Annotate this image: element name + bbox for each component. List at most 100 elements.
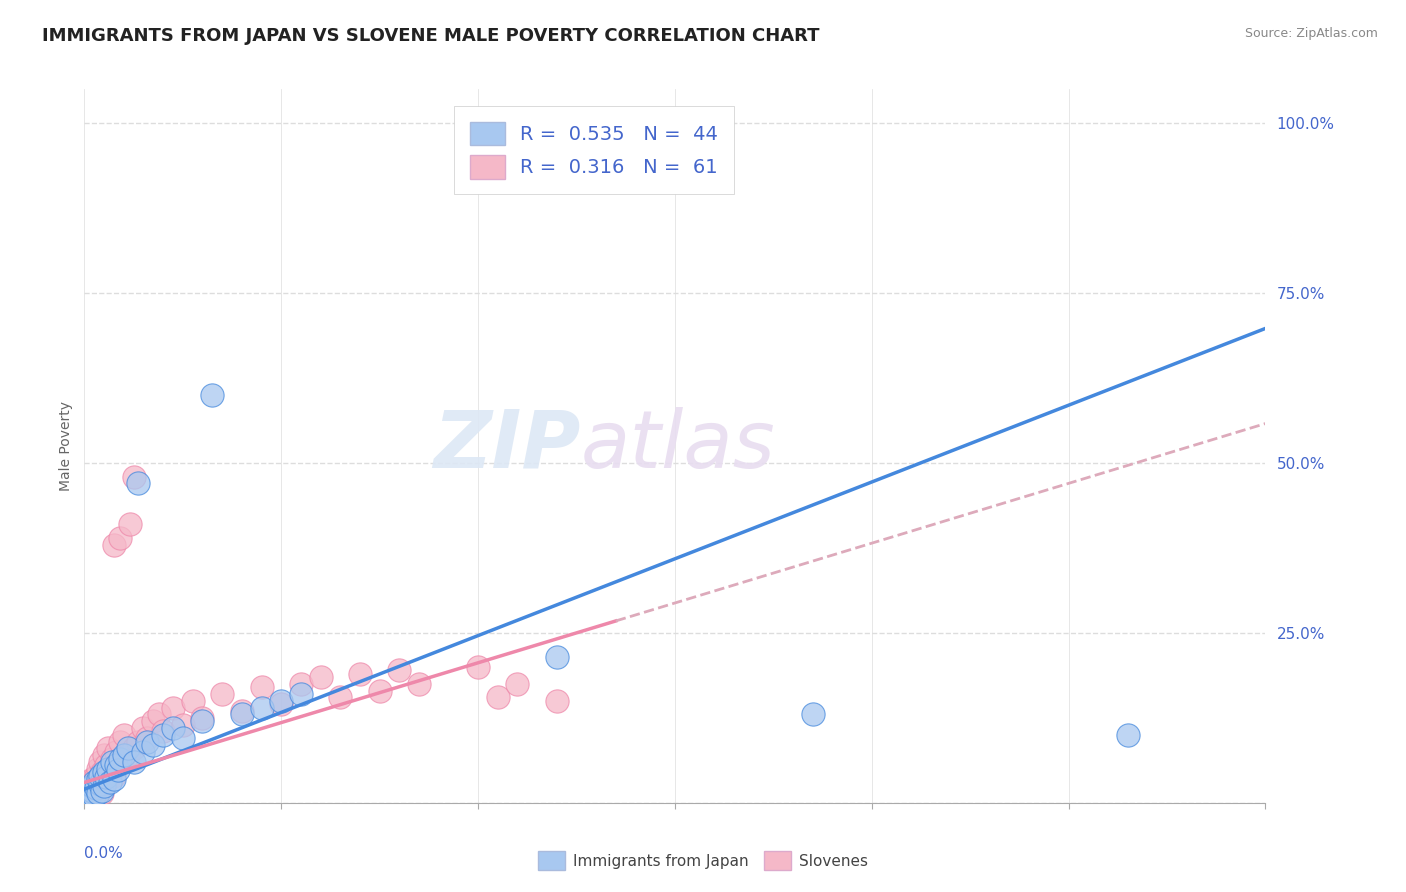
Point xyxy=(82,779,104,793)
Point xyxy=(82,772,104,786)
Point xyxy=(84,780,107,795)
Point xyxy=(83,789,105,803)
Point xyxy=(122,741,145,756)
Point xyxy=(98,763,121,777)
Point xyxy=(108,531,131,545)
Point xyxy=(201,388,224,402)
Point xyxy=(142,714,165,729)
Point xyxy=(77,786,100,800)
Point xyxy=(506,677,529,691)
Point xyxy=(118,517,141,532)
Legend: R =  0.535   N =  44, R =  0.316   N =  61: R = 0.535 N = 44, R = 0.316 N = 61 xyxy=(454,106,734,194)
Point xyxy=(84,789,107,803)
Point xyxy=(368,683,391,698)
Point xyxy=(546,649,568,664)
Point xyxy=(546,694,568,708)
Y-axis label: Male Poverty: Male Poverty xyxy=(59,401,73,491)
Point xyxy=(172,731,194,746)
Point xyxy=(104,745,127,759)
Point xyxy=(87,772,110,786)
Point xyxy=(250,700,273,714)
Point xyxy=(250,680,273,694)
Point xyxy=(231,707,253,722)
Legend: Immigrants from Japan, Slovenes: Immigrants from Japan, Slovenes xyxy=(531,846,875,876)
Point xyxy=(101,755,124,769)
Point xyxy=(162,721,184,735)
Point xyxy=(801,707,824,722)
Point xyxy=(79,782,101,797)
Point xyxy=(93,779,115,793)
Point xyxy=(77,779,100,793)
Point xyxy=(132,745,155,759)
Point xyxy=(97,741,120,756)
Point xyxy=(486,690,509,705)
Point xyxy=(94,770,117,784)
Point xyxy=(87,775,110,789)
Point xyxy=(107,763,129,777)
Point xyxy=(108,751,131,765)
Point xyxy=(408,677,430,691)
Point xyxy=(388,663,411,677)
Point xyxy=(152,728,174,742)
Point xyxy=(132,721,155,735)
Point xyxy=(191,711,214,725)
Point xyxy=(91,765,114,780)
Point xyxy=(117,748,139,763)
Point xyxy=(1116,728,1139,742)
Point xyxy=(93,765,115,780)
Point xyxy=(77,790,100,805)
Text: Source: ZipAtlas.com: Source: ZipAtlas.com xyxy=(1244,27,1378,40)
Point xyxy=(83,779,105,793)
Point xyxy=(104,758,127,772)
Point xyxy=(467,660,489,674)
Point xyxy=(82,783,104,797)
Point xyxy=(111,755,134,769)
Point xyxy=(89,777,111,791)
Point xyxy=(270,698,292,712)
Point xyxy=(79,775,101,789)
Point xyxy=(83,775,105,789)
Point xyxy=(148,707,170,722)
Point xyxy=(77,786,100,800)
Point xyxy=(75,789,97,803)
Point xyxy=(98,775,121,789)
Text: ZIP: ZIP xyxy=(433,407,581,485)
Point xyxy=(97,762,120,776)
Point xyxy=(162,700,184,714)
Point xyxy=(79,788,101,802)
Point xyxy=(211,687,233,701)
Point xyxy=(93,748,115,763)
Point xyxy=(152,724,174,739)
Point xyxy=(101,751,124,765)
Point xyxy=(142,738,165,752)
Point xyxy=(84,769,107,783)
Point xyxy=(94,758,117,772)
Point xyxy=(329,690,352,705)
Point xyxy=(87,762,110,776)
Point xyxy=(117,741,139,756)
Point xyxy=(103,772,125,786)
Point xyxy=(112,728,135,742)
Point xyxy=(122,469,145,483)
Text: IMMIGRANTS FROM JAPAN VS SLOVENE MALE POVERTY CORRELATION CHART: IMMIGRANTS FROM JAPAN VS SLOVENE MALE PO… xyxy=(42,27,820,45)
Point xyxy=(83,783,105,797)
Point xyxy=(290,687,312,701)
Point xyxy=(108,734,131,748)
Point xyxy=(103,769,125,783)
Point xyxy=(127,734,149,748)
Text: atlas: atlas xyxy=(581,407,775,485)
Point xyxy=(93,777,115,791)
Point xyxy=(89,769,111,783)
Point xyxy=(107,758,129,772)
Point xyxy=(97,772,120,786)
Point xyxy=(82,788,104,802)
Point xyxy=(290,677,312,691)
Point xyxy=(181,694,204,708)
Point xyxy=(136,734,159,748)
Point xyxy=(112,748,135,763)
Point xyxy=(231,704,253,718)
Point xyxy=(122,755,145,769)
Point xyxy=(89,780,111,795)
Point xyxy=(79,782,101,797)
Point xyxy=(89,755,111,769)
